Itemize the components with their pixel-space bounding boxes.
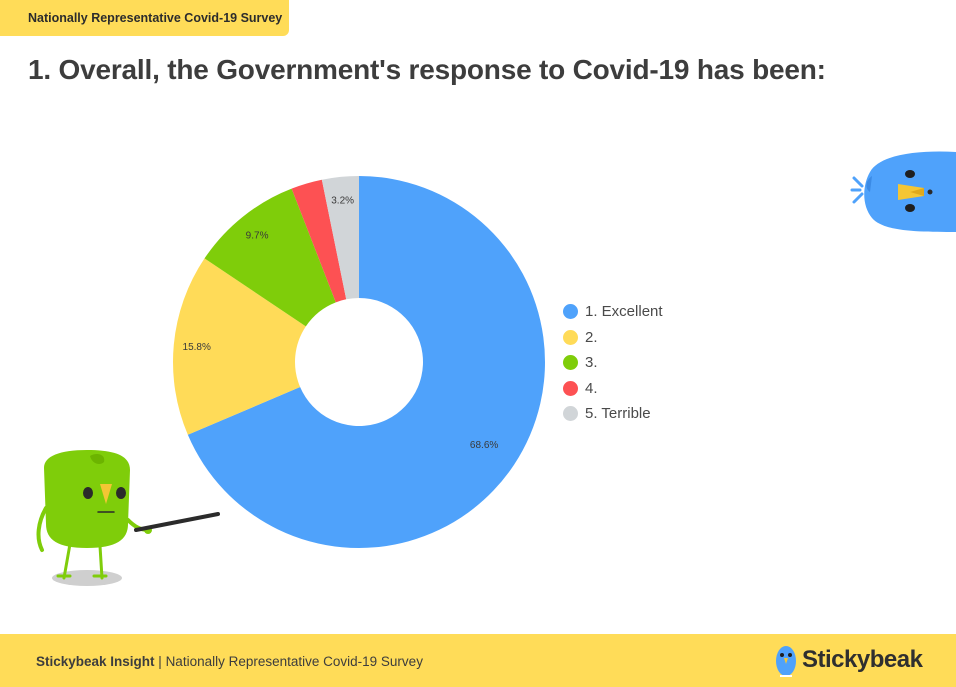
blue-bird-mascot-icon [850, 151, 956, 232]
footer-caption: Stickybeak Insight | Nationally Represen… [36, 654, 423, 669]
donut-slice-2 [173, 258, 306, 435]
footer-brand: Stickybeak Insight [36, 654, 155, 669]
question-title: 1. Overall, the Government's response to… [28, 54, 826, 85]
slice-data-label-3: 9.7% [246, 230, 269, 241]
logo-wordmark: Stickybeak [802, 646, 923, 673]
legend-swatch [563, 406, 578, 422]
slice-data-label-1: 68.6% [470, 440, 498, 451]
legend-item-4: 4. [563, 376, 663, 402]
legend-swatch [563, 355, 578, 371]
legend-label: 5. Terrible [585, 405, 651, 423]
legend-label: 2. [585, 328, 598, 346]
legend-label: 4. [585, 379, 598, 397]
donut-slice-4 [291, 179, 347, 303]
legend-item-3: 3. [563, 350, 663, 376]
legend-item-2: 2. [563, 325, 663, 351]
footer-separator: | [154, 654, 166, 669]
legend-swatch [563, 304, 578, 320]
donut-slice-5 [321, 176, 359, 300]
donut-slice-1 [187, 176, 546, 548]
legend-label: 3. [585, 354, 598, 372]
legend-swatch [563, 380, 578, 396]
green-bird-presenter-icon [36, 450, 220, 586]
survey-tag: Nationally Representative Covid-19 Surve… [0, 0, 289, 36]
legend-item-excellent: 1. Excellent [563, 299, 663, 325]
legend-swatch [563, 329, 578, 345]
survey-tag-label: Nationally Representative Covid-19 Surve… [28, 11, 283, 25]
chart-legend: 1. Excellent 2. 3. 4. 5. Terrible [563, 299, 663, 427]
footer-subtitle: Nationally Representative Covid-19 Surve… [165, 654, 423, 669]
footer-bar: Stickybeak Insight | Nationally Represen… [0, 634, 956, 687]
blue-bird-logo-icon [776, 646, 796, 677]
legend-item-terrible: 5. Terrible [563, 401, 663, 427]
slice-data-label-5: 3.2% [331, 195, 354, 206]
donut-slice-3 [204, 188, 336, 327]
slice-data-label-2: 15.8% [183, 342, 211, 353]
legend-label: 1. Excellent [585, 303, 663, 321]
stickybeak-logo: Stickybeak [772, 643, 923, 677]
